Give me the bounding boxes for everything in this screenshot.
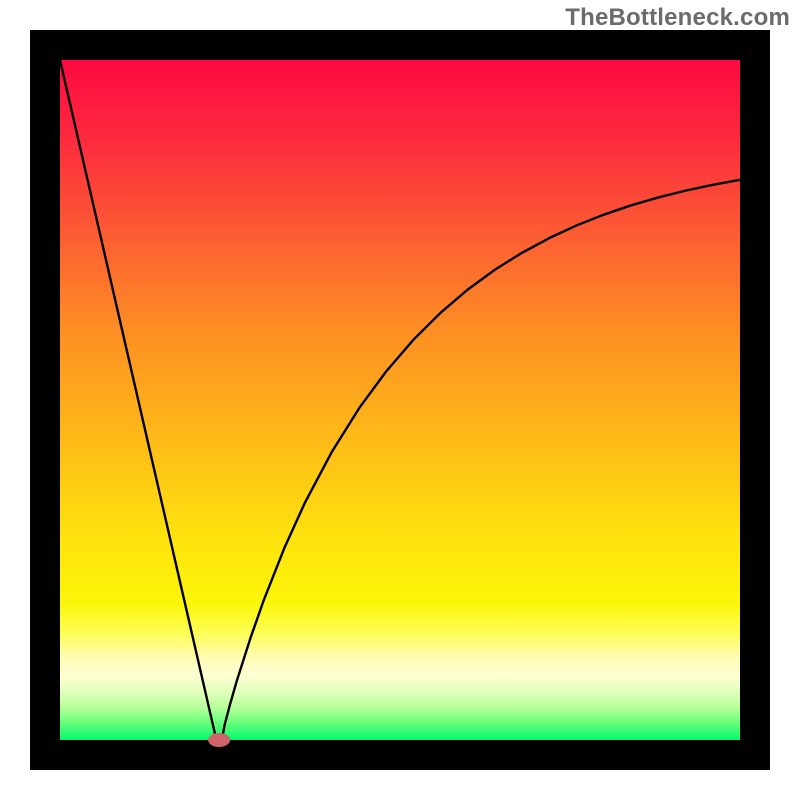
optimal-point-marker <box>208 733 230 747</box>
watermark-text: TheBottleneck.com <box>565 4 790 32</box>
gradient-background <box>60 60 740 740</box>
chart-container: TheBottleneck.com <box>0 0 800 800</box>
bottleneck-chart <box>0 0 800 800</box>
